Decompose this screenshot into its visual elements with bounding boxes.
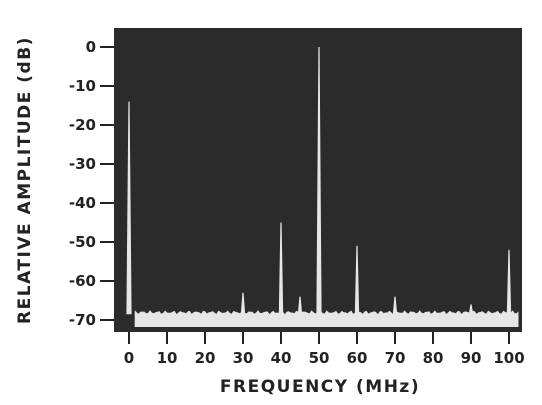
peak-4 xyxy=(316,47,322,315)
peak-0 xyxy=(126,101,132,315)
spectrum-trace xyxy=(126,47,519,327)
peak-1 xyxy=(240,292,246,315)
x-tick-label: 10 xyxy=(157,349,178,367)
peak-5 xyxy=(354,245,360,315)
peak-2 xyxy=(278,222,284,315)
y-tick-label: -30 xyxy=(69,155,96,173)
noise-floor xyxy=(134,310,519,327)
y-axis: 0 -10 -20 -30 -40 -50 -60 -70 xyxy=(69,38,114,329)
peak-8 xyxy=(506,249,512,315)
y-tick-label: -60 xyxy=(69,272,96,290)
y-tick-label: -40 xyxy=(69,194,96,212)
y-tick-label: 0 xyxy=(86,38,96,56)
x-tick-label: 100 xyxy=(493,349,524,367)
x-tick-label: 90 xyxy=(461,349,482,367)
peak-6 xyxy=(392,296,398,315)
peak-3 xyxy=(297,296,303,315)
y-tick-label: -70 xyxy=(69,311,96,329)
x-axis-title: FREQUENCY (MHz) xyxy=(220,377,420,397)
peak-7 xyxy=(468,304,474,315)
y-tick-label: -20 xyxy=(69,116,96,134)
x-tick-label: 60 xyxy=(347,349,368,367)
x-tick-label: 50 xyxy=(309,349,330,367)
x-tick-label: 70 xyxy=(385,349,406,367)
x-axis: 0 10 20 30 40 50 60 70 80 90 100 xyxy=(124,332,525,367)
y-axis-title: RELATIVE AMPLITUDE (dB) xyxy=(15,36,35,324)
y-tick-label: -10 xyxy=(69,77,96,95)
x-tick-label: 80 xyxy=(423,349,444,367)
x-tick-label: 30 xyxy=(233,349,254,367)
x-tick-label: 0 xyxy=(124,349,134,367)
x-tick-label: 40 xyxy=(271,349,292,367)
x-tick-label: 20 xyxy=(195,349,216,367)
y-tick-label: -50 xyxy=(69,233,96,251)
